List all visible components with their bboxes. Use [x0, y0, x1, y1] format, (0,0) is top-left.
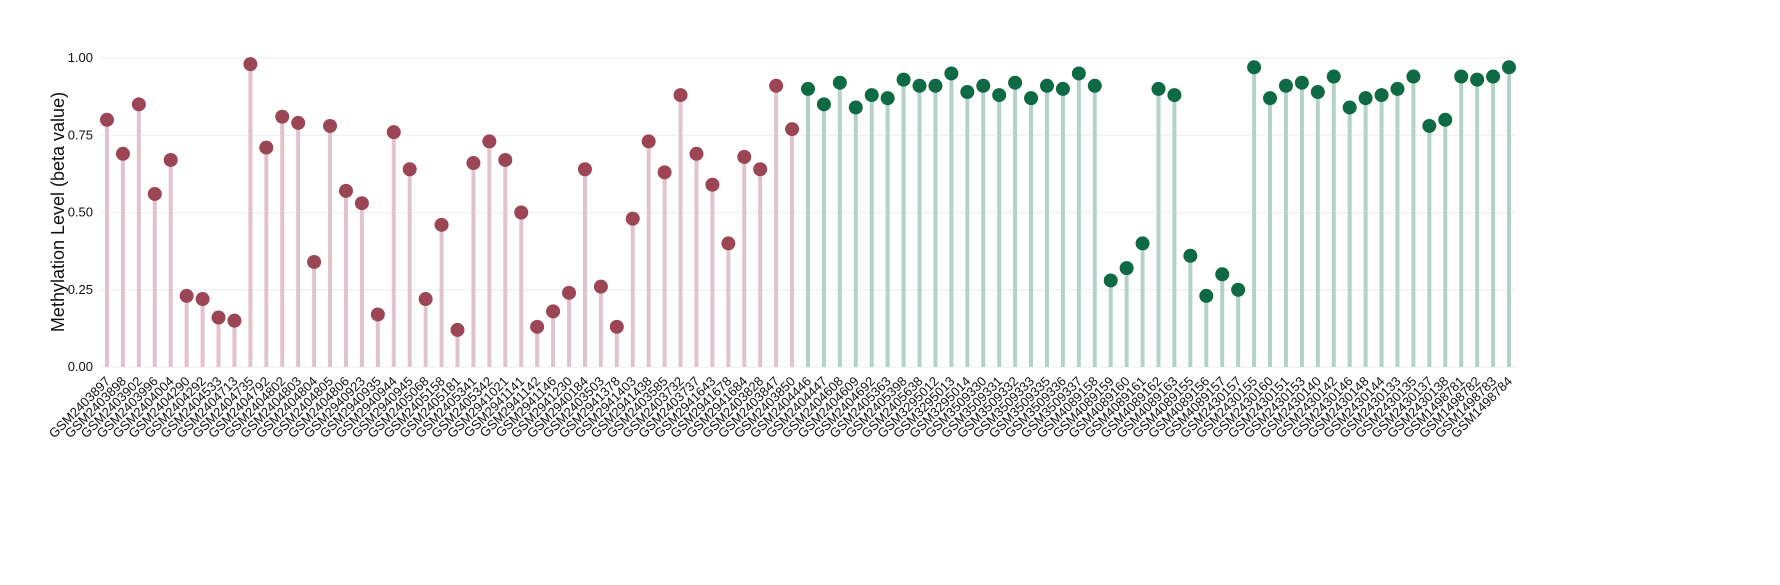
- dot: [1024, 91, 1039, 106]
- y-tick-label: 0.75: [68, 127, 93, 142]
- dot: [1103, 273, 1118, 288]
- dot: [179, 288, 194, 303]
- dot: [1119, 261, 1134, 276]
- dot: [131, 97, 146, 112]
- dot: [211, 310, 226, 325]
- dot: [976, 78, 991, 93]
- dot: [562, 285, 577, 300]
- dot: [1502, 60, 1516, 75]
- dot: [944, 66, 959, 81]
- dot: [450, 322, 465, 337]
- dot: [1151, 81, 1166, 96]
- dot: [386, 125, 401, 140]
- dot: [1454, 69, 1469, 84]
- dot: [1167, 88, 1182, 103]
- dot: [785, 122, 800, 137]
- dot: [498, 152, 513, 167]
- dot: [928, 78, 943, 93]
- y-axis-title: Methylation Level (beta value): [48, 92, 68, 332]
- dot: [323, 118, 338, 133]
- dot: [1294, 75, 1309, 90]
- dot: [100, 112, 114, 127]
- dot: [243, 57, 258, 72]
- dot: [657, 165, 672, 180]
- dot: [530, 319, 545, 334]
- dot: [689, 146, 704, 161]
- dot: [641, 134, 656, 149]
- dot: [593, 279, 608, 294]
- dot: [705, 177, 720, 192]
- dot: [1326, 69, 1341, 84]
- dot: [370, 307, 385, 322]
- dot: [291, 115, 306, 130]
- dot: [147, 186, 162, 201]
- dot: [354, 196, 369, 211]
- dot: [466, 156, 481, 171]
- dot: [912, 78, 927, 93]
- dot: [1039, 78, 1054, 93]
- dot: [753, 162, 768, 177]
- dot: [769, 78, 784, 93]
- dot: [1486, 69, 1501, 84]
- dot: [960, 84, 975, 99]
- dot: [1008, 75, 1023, 90]
- dot: [1071, 66, 1086, 81]
- dot: [816, 97, 831, 112]
- dot: [1374, 88, 1389, 103]
- dot: [1199, 288, 1214, 303]
- dot: [1406, 69, 1421, 84]
- dot: [1342, 100, 1357, 115]
- dot: [1358, 91, 1373, 106]
- dot: [673, 88, 688, 103]
- dot: [546, 304, 561, 319]
- dot: [482, 134, 497, 149]
- dot: [880, 91, 895, 106]
- dot: [402, 162, 417, 177]
- dot: [1390, 81, 1405, 96]
- y-tick-label: 0.50: [68, 205, 93, 220]
- y-tick-label: 1.00: [68, 50, 93, 65]
- dot: [801, 81, 815, 96]
- dot: [1278, 78, 1293, 93]
- dot: [992, 88, 1007, 103]
- dot: [1438, 112, 1453, 127]
- dot: [1263, 91, 1278, 106]
- dot: [848, 100, 863, 115]
- dot: [737, 149, 752, 164]
- dot: [1231, 282, 1246, 297]
- y-tick-label: 0.00: [68, 359, 93, 374]
- dot: [514, 205, 529, 220]
- dot: [115, 146, 130, 161]
- dot: [1215, 267, 1230, 282]
- dot: [1087, 78, 1102, 93]
- dot: [434, 217, 449, 232]
- dot: [1310, 84, 1325, 99]
- dot: [163, 152, 178, 167]
- dot: [625, 211, 640, 226]
- dot: [1247, 60, 1262, 75]
- dot: [896, 72, 911, 87]
- dot: [418, 292, 433, 307]
- dot: [609, 319, 624, 334]
- dot: [1055, 81, 1070, 96]
- dot: [1135, 236, 1150, 251]
- dot: [721, 236, 736, 251]
- y-tick-label: 0.25: [68, 282, 93, 297]
- dot: [195, 292, 210, 307]
- dot: [832, 75, 847, 90]
- dot: [227, 313, 242, 328]
- dot: [338, 183, 353, 198]
- dot: [864, 88, 879, 103]
- dot: [1470, 72, 1485, 87]
- dot: [1183, 248, 1198, 263]
- dot: [259, 140, 274, 155]
- dot: [275, 109, 290, 124]
- dot: [307, 254, 322, 269]
- dot: [1422, 118, 1437, 133]
- dot: [577, 162, 592, 177]
